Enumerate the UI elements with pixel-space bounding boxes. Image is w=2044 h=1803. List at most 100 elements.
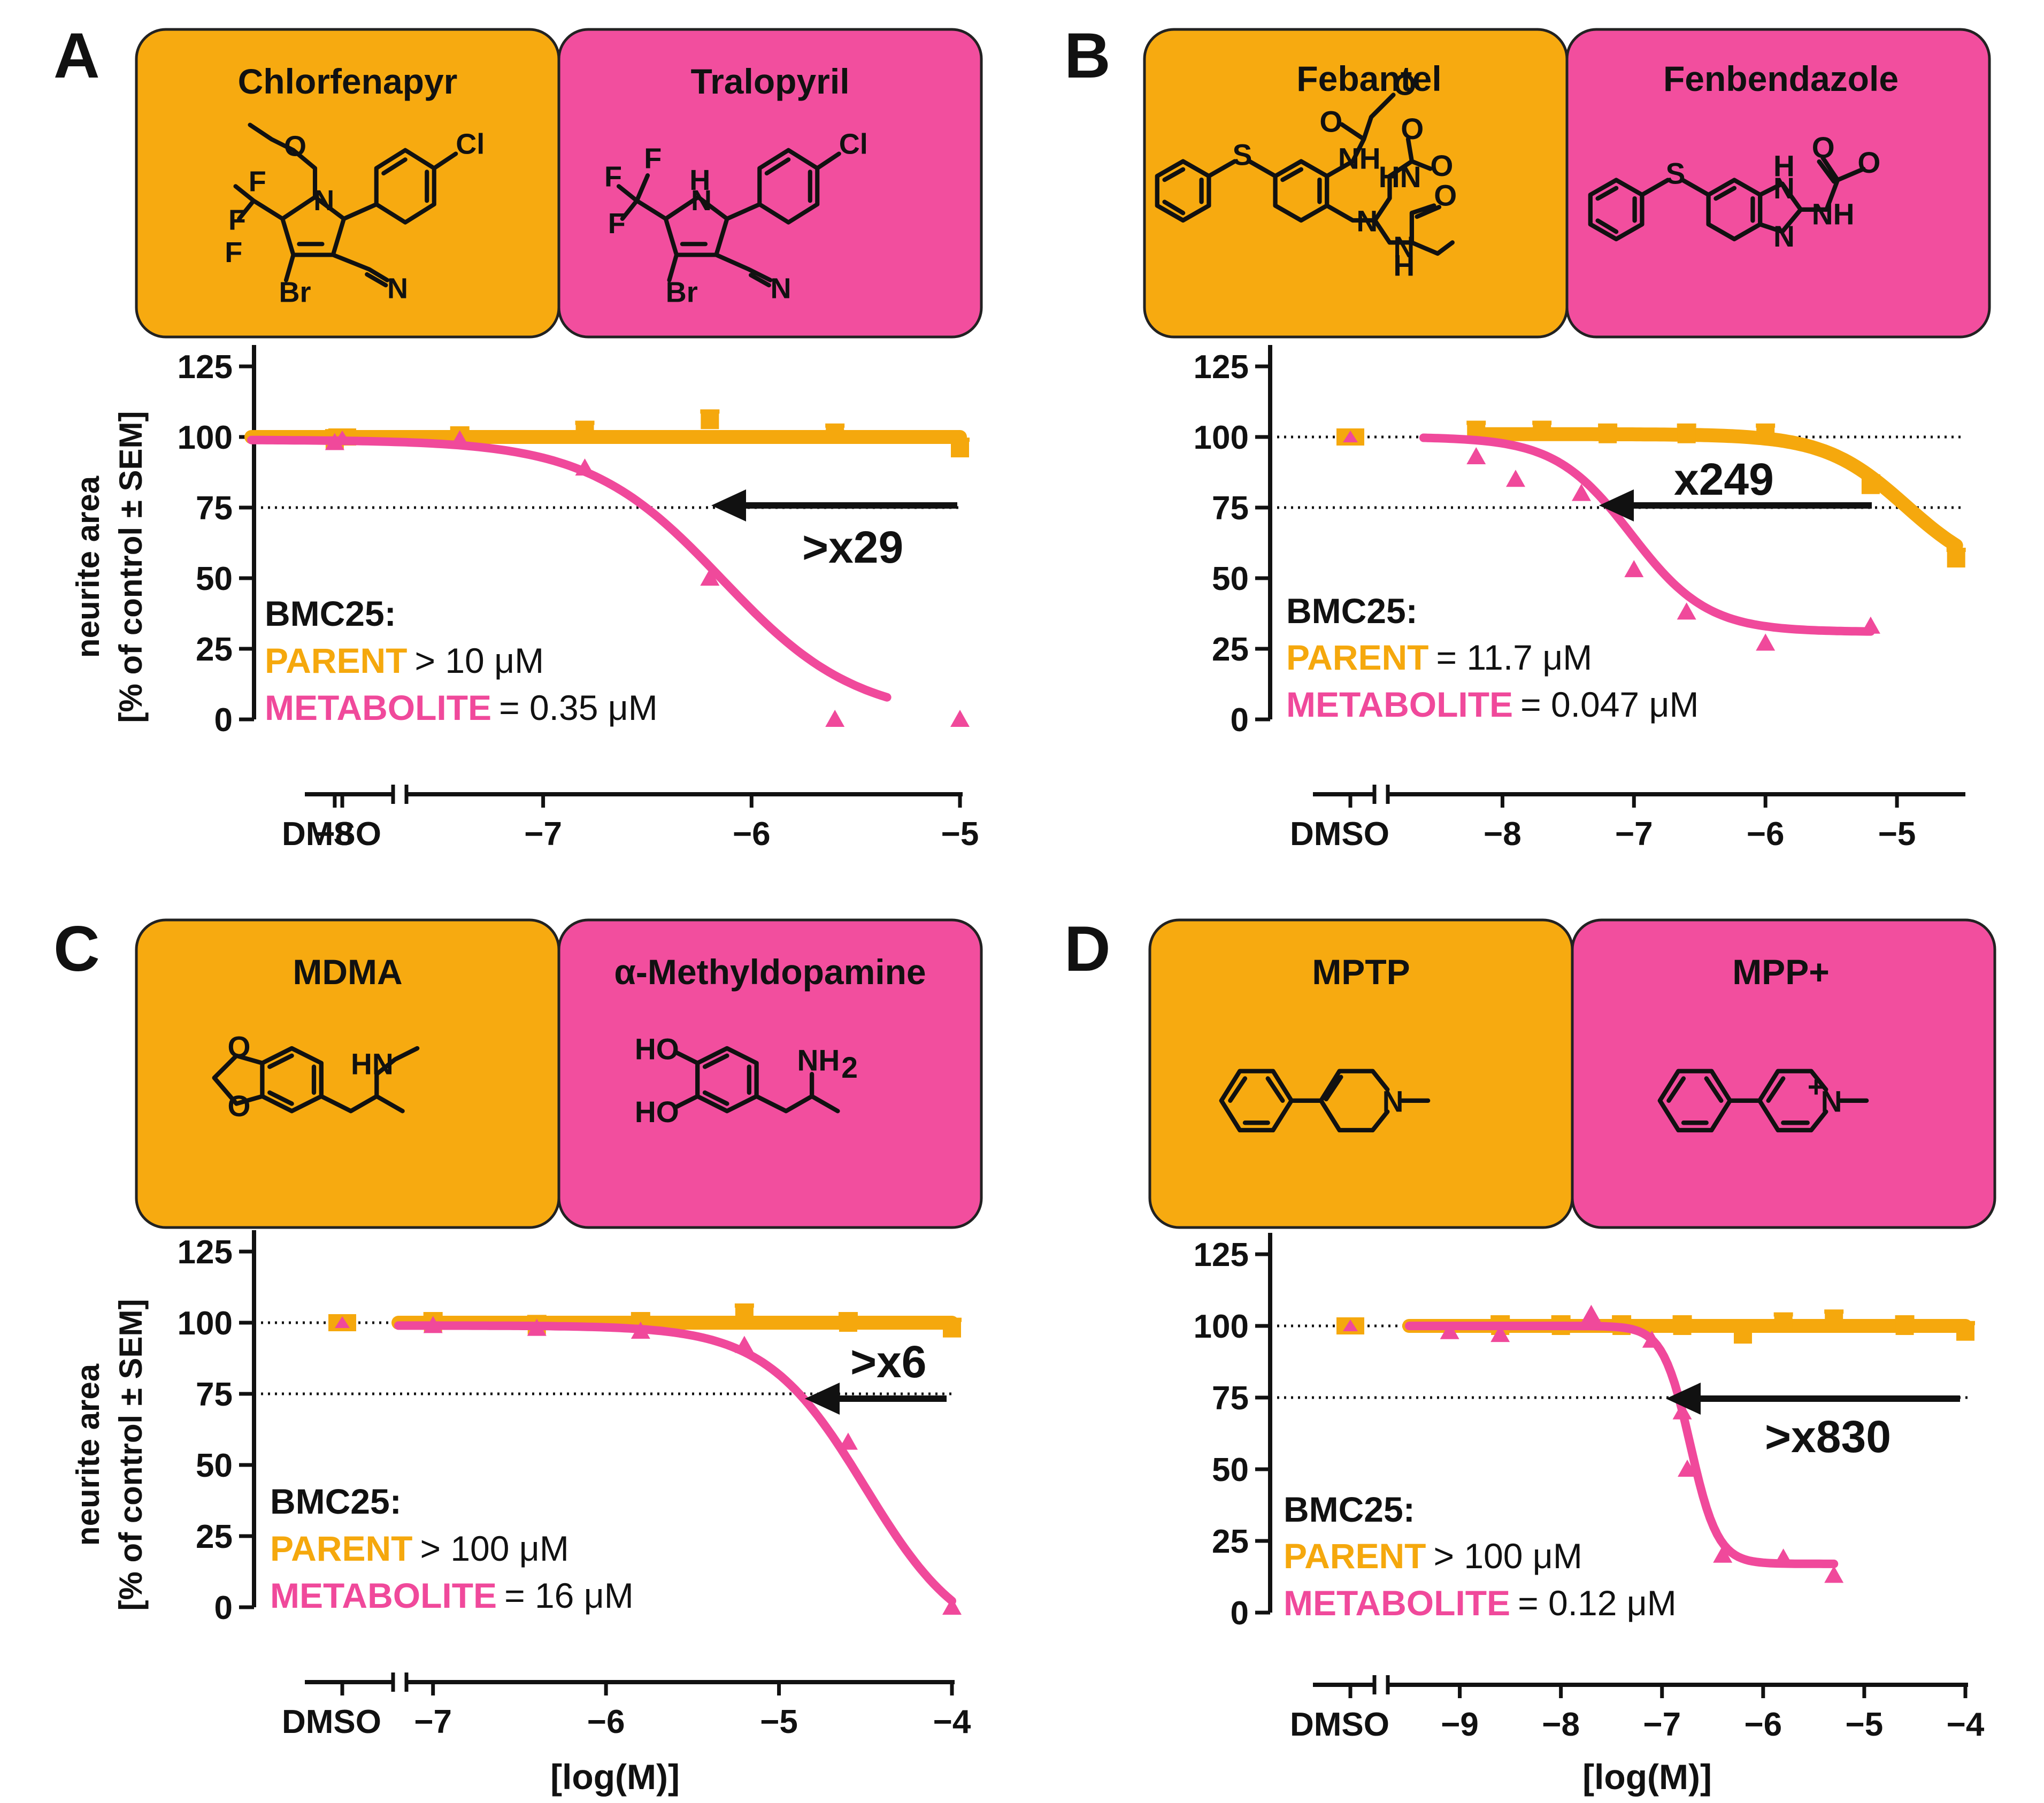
- fold-change-label: >x29: [802, 522, 903, 572]
- metabolite-name: MPP+: [1732, 952, 1830, 992]
- x-tick-label: −5: [1878, 816, 1916, 853]
- svg-text:O: O: [1812, 131, 1835, 164]
- parent-data-point: [951, 439, 969, 458]
- metabolite-data-point: [1713, 1545, 1733, 1563]
- dmso-metabolite-marker: [1343, 431, 1358, 442]
- y-tick-label: 75: [196, 490, 233, 527]
- shift-arrow-head: [1599, 489, 1634, 521]
- parent-tag: PARENT: [270, 1529, 412, 1568]
- svg-text:HN: HN: [1379, 160, 1421, 194]
- parent-value: > 100 μM: [1433, 1536, 1582, 1576]
- x-tick-label-dmso: DMSO: [1290, 1706, 1389, 1743]
- svg-text:N: N: [1773, 220, 1795, 253]
- parent-bmc: PARENT > 100 μM: [270, 1529, 569, 1568]
- metabolite-bmc: METABOLITE = 0.12 μM: [1284, 1583, 1677, 1623]
- metabolite-data-point: [1773, 1548, 1793, 1566]
- parent-bmc: PARENT = 11.7 μM: [1286, 638, 1592, 677]
- y-axis-label-units: [% of control ± SEM]: [113, 411, 149, 723]
- metabolite-name: α-Methyldopamine: [614, 952, 926, 992]
- metabolite-box: [1571, 918, 1996, 1229]
- panel-letter: A: [53, 20, 100, 91]
- metabolite-value: = 0.12 μM: [1518, 1583, 1677, 1623]
- y-tick-label: 50: [1212, 561, 1249, 597]
- x-tick-label: −7: [1615, 816, 1653, 853]
- x-tick-label: −8: [1484, 816, 1522, 853]
- svg-text:O: O: [228, 1090, 251, 1123]
- metabolite-data-point: [450, 430, 470, 448]
- parent-bmc: PARENT > 10 μM: [265, 641, 544, 680]
- metabolite-data-point: [1756, 633, 1776, 651]
- y-tick-label: 75: [1212, 490, 1249, 527]
- bmc-label: BMC25:: [1284, 1490, 1415, 1529]
- y-axis-label: neurite area: [70, 1363, 106, 1546]
- x-tick-label: −7: [524, 816, 562, 853]
- x-tick-label: −6: [733, 816, 771, 853]
- svg-text:F: F: [228, 204, 246, 236]
- dmso-metabolite-marker: [335, 1316, 350, 1328]
- panel-letter: B: [1064, 20, 1111, 91]
- x-tick-label: −5: [1846, 1706, 1884, 1743]
- parent-name: Febantel: [1296, 59, 1441, 98]
- y-tick-label: 25: [1212, 631, 1249, 668]
- metabolite-tag: METABOLITE: [1286, 685, 1513, 724]
- svg-text:N: N: [1356, 205, 1378, 238]
- metabolite-data-point: [423, 1316, 443, 1333]
- y-tick-label: 100: [1194, 1308, 1249, 1345]
- y-tick-label: 125: [178, 349, 233, 386]
- parent-data-point: [1533, 422, 1551, 441]
- svg-text:Br: Br: [666, 276, 698, 308]
- shift-arrow: [1599, 489, 1872, 521]
- shift-arrow-head: [805, 1383, 840, 1415]
- svg-text:Cl: Cl: [839, 128, 868, 160]
- parent-name: MDMA: [293, 952, 402, 992]
- y-tick-label: 50: [196, 1447, 233, 1484]
- parent-data-point: [1677, 425, 1696, 443]
- metabolite-data-point: [325, 433, 344, 450]
- parent-name: Chlorfenapyr: [238, 62, 458, 101]
- metabolite-tag: METABOLITE: [1284, 1583, 1510, 1623]
- chart-d: 0 25 50 75 100 125 DMSO −9 −8 −7 −6 −5 −4: [1194, 1233, 1985, 1743]
- y-tick-label: 0: [1231, 702, 1249, 739]
- svg-text:N: N: [387, 273, 408, 305]
- y-tick-label: 125: [1194, 349, 1249, 386]
- svg-text:HN: HN: [351, 1047, 394, 1080]
- svg-text:HO: HO: [635, 1095, 679, 1129]
- parent-data-point: [1956, 1322, 1974, 1341]
- metabolite-data-point: [1624, 560, 1644, 578]
- metabolite-data-point: [1677, 602, 1696, 620]
- svg-text:O: O: [284, 131, 306, 163]
- panel-c: C MDMA α-Methyldopamine OO HN HO HO NH 2 0 25…: [53, 913, 983, 1797]
- svg-text:N: N: [313, 185, 334, 217]
- y-tick-label: 125: [178, 1234, 233, 1271]
- svg-text:NH: NH: [1812, 197, 1855, 231]
- metabolite-value: = 16 μM: [504, 1576, 634, 1615]
- svg-text:N: N: [691, 185, 712, 217]
- svg-text:N: N: [1393, 231, 1415, 264]
- y-tick-label: 100: [1194, 419, 1249, 456]
- svg-text:F: F: [604, 160, 622, 193]
- x-tick-label: −4: [1947, 1706, 1985, 1743]
- dmso-metabolite-marker: [1343, 1319, 1358, 1331]
- metabolite-data-point: [1440, 1322, 1459, 1339]
- panel-letter: C: [53, 913, 100, 985]
- metabolite-data-point: [1506, 470, 1525, 487]
- shift-arrow: [805, 1383, 947, 1415]
- y-tick-label: 100: [178, 1305, 233, 1342]
- parent-value: > 10 μM: [414, 641, 544, 680]
- metabolite-data-point: [575, 458, 595, 476]
- parent-data-point: [1825, 1311, 1843, 1330]
- y-tick-label: 75: [196, 1376, 233, 1413]
- metabolite-fit-curve: [1405, 1322, 1839, 1568]
- parent-data-point: [1599, 425, 1617, 443]
- metabolite-data-point: [527, 1318, 547, 1336]
- y-tick-label: 75: [1212, 1380, 1249, 1417]
- svg-text:H: H: [689, 164, 710, 196]
- metabolite-bmc: METABOLITE = 0.35 μM: [265, 688, 658, 727]
- parent-data-point: [826, 425, 844, 443]
- svg-text:O: O: [228, 1031, 251, 1064]
- metabolite-tag: METABOLITE: [270, 1576, 497, 1615]
- svg-text:S: S: [1666, 157, 1686, 190]
